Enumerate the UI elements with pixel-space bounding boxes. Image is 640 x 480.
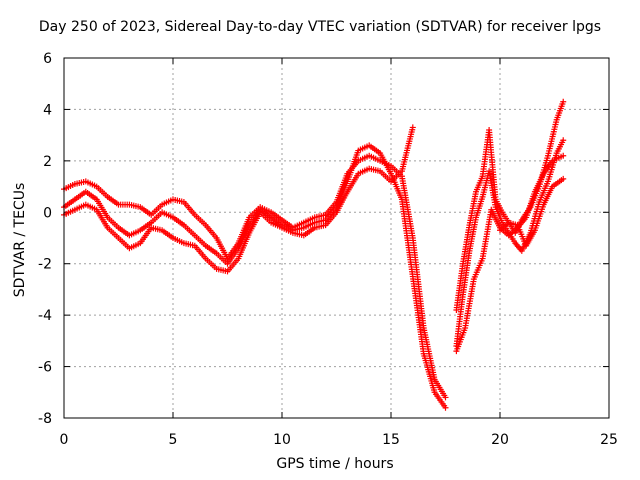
y-tick-label: 6 [43,51,52,67]
data-point [442,404,449,411]
y-tick-label: -2 [38,257,52,273]
data-point [560,175,567,182]
y-tick-label: -6 [38,360,52,376]
chart-title: Day 250 of 2023, Sidereal Day-to-day VTE… [38,19,602,35]
y-tick-label: -8 [38,411,52,427]
y-tick-label: -4 [38,308,52,324]
data-points [61,98,567,411]
y-tick-label: 4 [43,102,52,118]
y-axis-label: SDTVAR / TECUs [12,182,28,298]
data-point [560,137,567,144]
x-tick-label: 25 [600,432,618,448]
y-tick-label: 2 [43,154,52,170]
y-tick-label: 0 [43,205,52,221]
x-tick-label: 15 [382,432,400,448]
data-point [560,98,567,105]
axis-ticks: 0 5 10 15 20 25 -8 -6 -4 -2 0 2 4 6 [38,51,618,448]
x-tick-label: 10 [273,432,291,448]
data-point [560,152,567,159]
x-tick-label: 0 [60,432,69,448]
data-point [409,124,416,131]
x-tick-label: 20 [491,432,509,448]
x-axis-label: GPS time / hours [276,456,394,472]
x-tick-label: 5 [169,432,178,448]
plot-frame [63,57,610,419]
data-point [442,394,449,401]
